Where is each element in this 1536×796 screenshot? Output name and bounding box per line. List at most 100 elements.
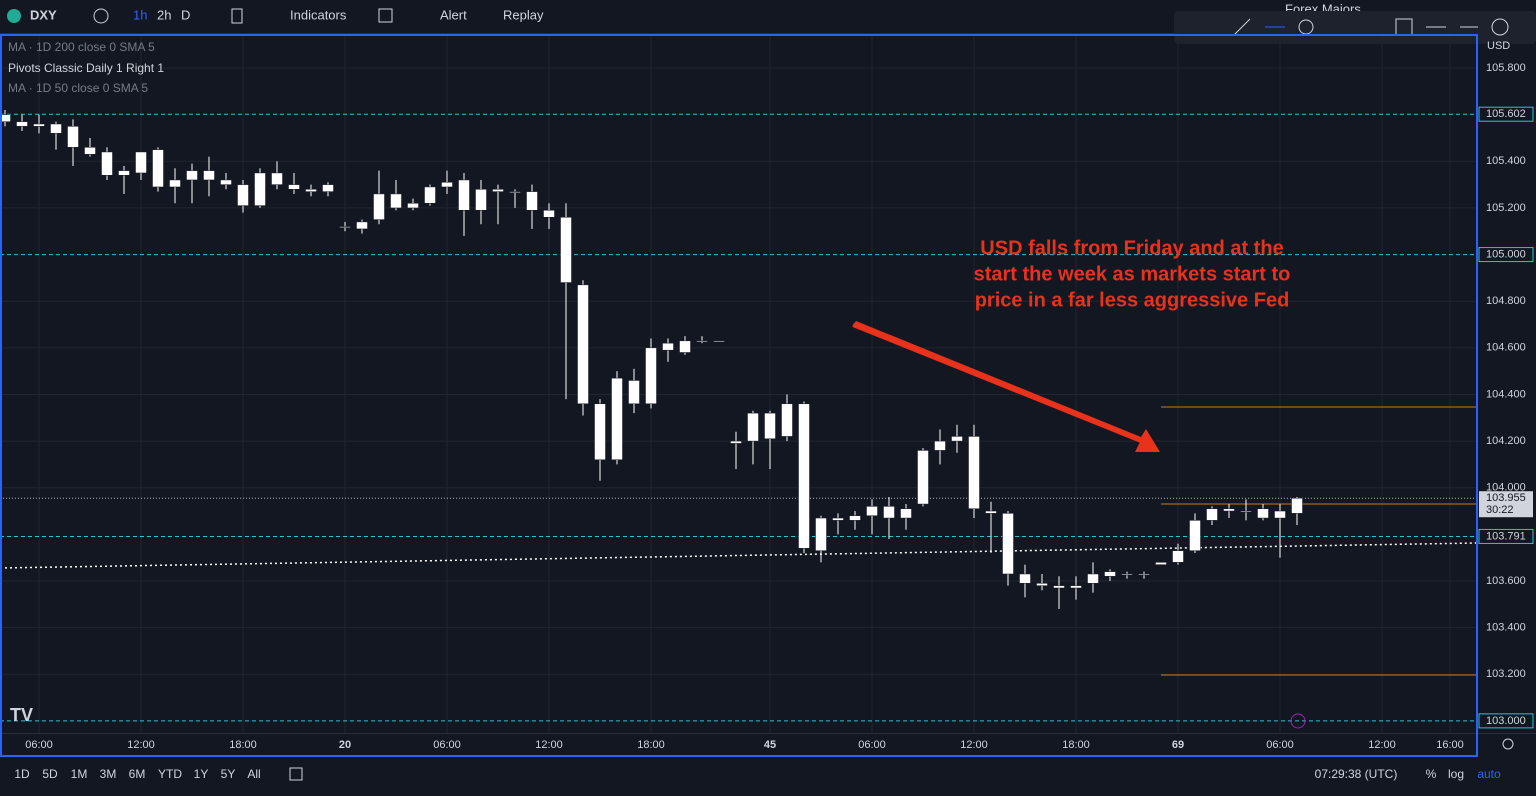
range-bar: 1D 5D 1M 3M 6M YTD 1Y 5Y All (14, 767, 260, 781)
symbol-icon (7, 9, 21, 23)
candle-body (118, 170, 130, 176)
interval[interactable]: 1h (133, 7, 147, 22)
range-button[interactable]: 1M (71, 767, 88, 781)
goto-date-button[interactable] (289, 767, 303, 781)
x-tick-label: 06:00 (433, 739, 461, 751)
candle-body (645, 347, 657, 405)
x-tick-label: 12:00 (960, 739, 988, 751)
percent-toggle[interactable]: % (1426, 767, 1437, 781)
layout-button[interactable] (378, 8, 393, 23)
annotation: start the week as markets start to (974, 263, 1291, 285)
candle-body (509, 191, 521, 193)
candle-body (1070, 585, 1082, 589)
chart-type-button[interactable] (231, 8, 243, 24)
candle-body (1036, 583, 1048, 586)
x-tick-label: 12:00 (127, 739, 155, 751)
indicators-button[interactable]: Indicators (290, 7, 347, 22)
pivot-price-box (1478, 247, 1534, 263)
range-button[interactable]: 3M (100, 767, 117, 781)
candle-body (458, 179, 470, 211)
range-button[interactable]: 5Y (221, 767, 236, 781)
x-tick-label: 12:00 (535, 739, 563, 751)
symbol[interactable]: DXY (30, 7, 57, 22)
x-tick-label: 06:00 (1266, 739, 1294, 751)
x-tick-label: 16:00 (1436, 739, 1464, 751)
clock: 07:29:38 (UTC) (1315, 767, 1398, 781)
candle-body (50, 123, 62, 134)
range-button[interactable]: 1D (14, 767, 30, 781)
y-tick-label: 104.200 (1486, 435, 1526, 447)
candle-body (16, 121, 28, 127)
candle-body (101, 151, 113, 176)
currency: USD (1487, 40, 1510, 52)
legend-item: MA · 1D 200 close 0 SMA 5 (8, 40, 155, 54)
candle-body (1189, 520, 1201, 551)
candle-body (696, 340, 708, 343)
candle-body (1274, 510, 1286, 519)
candle-body (237, 184, 249, 206)
candle-body (560, 217, 572, 283)
candle-body (186, 170, 198, 181)
interval[interactable]: 2h (157, 7, 171, 22)
candle-body (1087, 573, 1099, 584)
candle-body (1002, 513, 1014, 575)
moving-average (4, 542, 1478, 569)
candle-body (1291, 497, 1303, 514)
candle-body (747, 412, 759, 442)
y-tick-label: 104.600 (1486, 342, 1526, 354)
annotation-arrow-shaft (852, 323, 1147, 445)
y-tick-label: 105.800 (1486, 62, 1526, 74)
event-marker[interactable] (1290, 713, 1306, 729)
pivot-price-label: 105.000 (1486, 248, 1526, 260)
interval[interactable]: D (181, 7, 190, 22)
candle-body (611, 377, 623, 460)
bottom-toolbar (0, 757, 1536, 791)
range-button[interactable]: 6M (129, 767, 146, 781)
y-tick-label: 105.400 (1486, 155, 1526, 167)
range-button[interactable]: 1Y (194, 767, 209, 781)
measure-tool[interactable] (1491, 18, 1509, 36)
replay-button[interactable]: Replay (503, 7, 544, 22)
y-tick-label: 104.400 (1486, 388, 1526, 400)
last-price-box (1479, 491, 1533, 518)
candle-body (424, 186, 436, 204)
range-button[interactable]: 5D (42, 767, 58, 781)
candle-body (917, 450, 929, 505)
candle-body (203, 170, 215, 181)
candle-body (1155, 562, 1167, 565)
candle-body (798, 403, 810, 549)
candle-body (288, 184, 300, 190)
range-button[interactable]: YTD (158, 767, 182, 781)
pivot-price-box (1478, 106, 1534, 122)
candle-body (220, 179, 232, 185)
countdown: 30:22 (1486, 504, 1514, 516)
candle-body (543, 210, 555, 218)
auto-toggle[interactable]: auto (1477, 767, 1501, 781)
logo: TV (10, 705, 33, 725)
candle-body (1223, 508, 1235, 512)
alert-button[interactable]: Alert (440, 7, 467, 22)
candle-body (475, 189, 487, 211)
candle-body (67, 126, 79, 148)
candle-body (730, 440, 742, 444)
last-price-label: 103.955 (1486, 492, 1526, 504)
range-button[interactable]: All (247, 767, 260, 781)
axis-settings[interactable] (1502, 738, 1514, 750)
candle-body (866, 506, 878, 516)
drawing-toolbar (1174, 11, 1536, 44)
x-tick-label: 45 (764, 739, 776, 751)
y-tick-label: 103.600 (1486, 575, 1526, 587)
log-toggle[interactable]: log (1448, 767, 1464, 781)
compare-button[interactable] (93, 8, 109, 24)
candle-body (271, 172, 283, 185)
trend-line-tool[interactable] (1233, 18, 1251, 36)
pivot-price-box (1478, 713, 1534, 729)
x-tick-label: 18:00 (229, 739, 257, 751)
candle-body (373, 193, 385, 220)
candle-body (662, 342, 674, 351)
candle-body (1206, 508, 1218, 521)
candle-body (1257, 508, 1269, 519)
candle-body (679, 340, 691, 353)
